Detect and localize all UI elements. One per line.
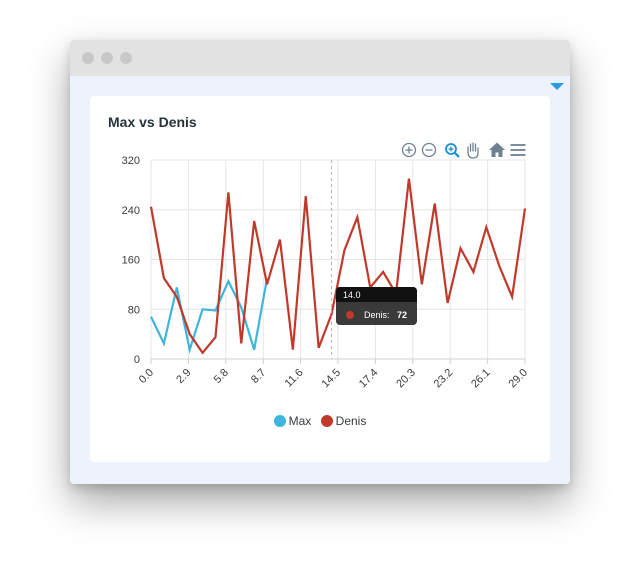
y-tick-label: 80 xyxy=(128,304,140,316)
x-axis-ticks: 0.0 2.9 5.8 8.7 11.6 14.5 17.4 20.3 23.2 26.1 29.0 xyxy=(137,367,530,391)
legend-item-max[interactable]: Max xyxy=(273,414,312,428)
window-minimize-dot[interactable] xyxy=(101,52,113,64)
y-tick-label: 320 xyxy=(122,155,140,167)
reset-home-icon[interactable] xyxy=(489,142,505,158)
chart-title: Max vs Denis xyxy=(108,114,197,130)
legend-marker-max xyxy=(273,415,286,427)
line-chart[interactable]: 0 80 160 240 320 0.0 2.9 5.8 8.7 11.6 14.5 17.4 20.… xyxy=(90,96,550,406)
chart-toolbar xyxy=(401,142,526,159)
legend-item-denis[interactable]: Denis xyxy=(320,414,367,428)
chart-card: Max vs Denis 0 80 160 240 320 0.0 2.9 5.8 8.7 11… xyxy=(90,96,550,462)
y-tick-label: 240 xyxy=(122,205,140,217)
browser-window: Max vs Denis 0 80 160 240 320 0.0 2.9 5.8 8.7 11… xyxy=(70,40,570,484)
corner-arrow-icon[interactable] xyxy=(550,83,564,90)
window-titlebar xyxy=(70,40,570,76)
x-tick-label: 26.1 xyxy=(469,367,493,391)
menu-icon[interactable] xyxy=(510,144,526,156)
x-tick-label: 5.8 xyxy=(212,367,231,386)
tooltip-value: 72 xyxy=(397,310,407,320)
x-tick-label: 17.4 xyxy=(357,367,381,391)
chart-tooltip: 14.0 Denis: 72 xyxy=(336,287,417,325)
window-close-dot[interactable] xyxy=(82,52,94,64)
y-tick-label: 0 xyxy=(134,354,140,366)
tooltip-series-label: Denis: xyxy=(364,310,390,320)
selection-zoom-icon[interactable] xyxy=(445,143,460,158)
y-tick-label: 160 xyxy=(122,255,140,267)
x-tick-label: 14.5 xyxy=(319,367,343,391)
x-tick-label: 11.6 xyxy=(283,367,306,390)
tooltip-x-label: 14.0 xyxy=(343,290,361,300)
x-tick-label: 8.7 xyxy=(249,367,268,386)
x-tick-label: 29.0 xyxy=(506,367,530,391)
series-line-denis xyxy=(149,178,527,355)
tooltip-series-marker xyxy=(346,311,354,319)
x-tick-label: 2.9 xyxy=(174,367,193,386)
legend-label-max: Max xyxy=(288,414,312,428)
x-tick-label: 20.3 xyxy=(394,367,418,391)
x-tick-label: 0.0 xyxy=(137,367,156,386)
x-tick-label: 23.2 xyxy=(432,367,456,391)
series-line-max xyxy=(150,277,269,354)
chart-legend: Max Denis xyxy=(90,414,550,430)
legend-marker-denis xyxy=(320,415,333,427)
zoom-in-icon[interactable] xyxy=(401,142,417,158)
chart-grid xyxy=(150,159,526,364)
pan-icon[interactable] xyxy=(467,142,479,159)
window-maximize-dot[interactable] xyxy=(120,52,132,64)
page-content: Max vs Denis 0 80 160 240 320 0.0 2.9 5.8 8.7 11… xyxy=(70,76,570,484)
zoom-out-icon[interactable] xyxy=(421,142,437,158)
chart-series xyxy=(149,178,527,355)
legend-label-denis: Denis xyxy=(335,414,367,428)
y-axis-ticks: 0 80 160 240 320 xyxy=(122,155,140,366)
